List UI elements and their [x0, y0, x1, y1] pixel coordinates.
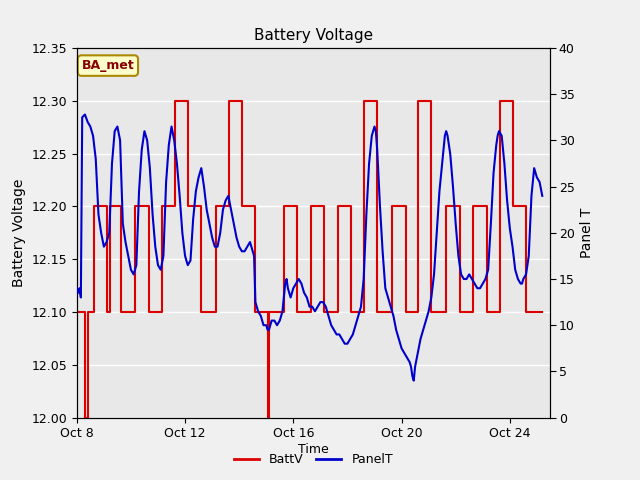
- Legend: BattV, PanelT: BattV, PanelT: [229, 448, 398, 471]
- Text: BA_met: BA_met: [81, 59, 134, 72]
- X-axis label: Time: Time: [298, 443, 329, 456]
- Title: Battery Voltage: Battery Voltage: [254, 28, 373, 43]
- Y-axis label: Battery Voltage: Battery Voltage: [12, 179, 26, 287]
- Y-axis label: Panel T: Panel T: [580, 208, 594, 258]
